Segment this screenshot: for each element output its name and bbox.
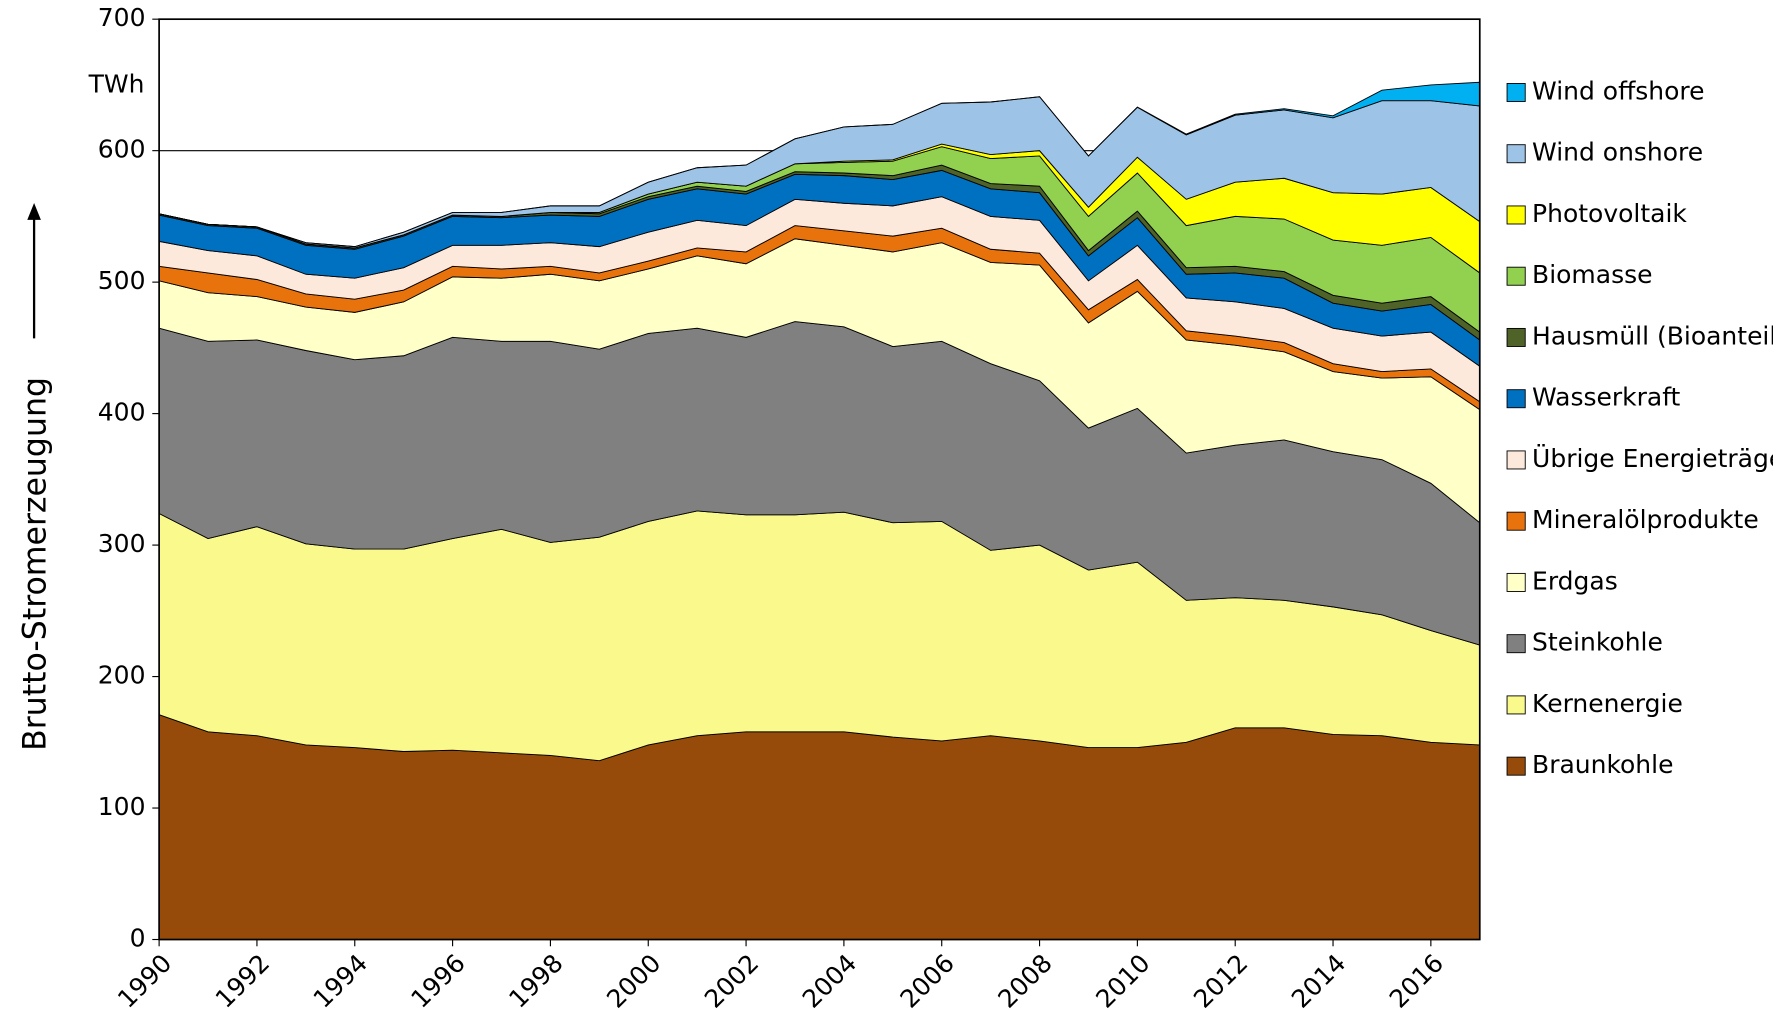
y-tick-label: 700 xyxy=(98,3,146,32)
legend-swatch xyxy=(1506,450,1526,470)
y-tick-label: 0 xyxy=(130,924,146,953)
legend-swatch xyxy=(1506,327,1526,347)
y-arrow-head xyxy=(27,203,41,220)
legend-swatch xyxy=(1506,266,1526,286)
x-tick-label: 2008 xyxy=(992,949,1058,1014)
legend-label: Hausmüll (Bioanteil) xyxy=(1532,322,1773,351)
x-tick-label: 2014 xyxy=(1286,949,1352,1014)
legend-label: Braunkohle xyxy=(1532,750,1673,779)
legend-swatch xyxy=(1506,389,1526,409)
legend-label: Biomasse xyxy=(1532,260,1652,289)
y-tick-label: 500 xyxy=(98,266,146,295)
legend-swatch xyxy=(1506,695,1526,715)
x-tick-label: 2010 xyxy=(1090,949,1156,1014)
legend-swatch xyxy=(1506,144,1526,164)
legend-swatch xyxy=(1506,511,1526,531)
legend-label: Mineralölprodukte xyxy=(1532,505,1759,534)
legend-label: Übrige Energieträger xyxy=(1532,444,1773,473)
legend-label: Erdgas xyxy=(1532,566,1618,595)
legend-swatch xyxy=(1506,756,1526,776)
legend-swatch xyxy=(1506,205,1526,225)
legend-label: Wind offshore xyxy=(1532,77,1704,106)
x-tick-label: 2012 xyxy=(1188,949,1254,1014)
legend-label: Photovoltaik xyxy=(1532,199,1687,228)
x-tick-label: 1996 xyxy=(405,949,471,1014)
x-tick-label: 1994 xyxy=(308,949,374,1014)
y-axis-label: Brutto-Stromerzeugung xyxy=(17,377,53,751)
x-tick-label: 2004 xyxy=(797,949,863,1014)
y-tick-label: 600 xyxy=(98,135,146,164)
legend-label: Steinkohle xyxy=(1532,628,1663,657)
x-tick-label: 2006 xyxy=(894,949,960,1014)
y-tick-label: 100 xyxy=(98,792,146,821)
y-tick-label: 300 xyxy=(98,529,146,558)
y-tick-label: 400 xyxy=(98,398,146,427)
x-tick-label: 2002 xyxy=(699,949,765,1014)
x-tick-label: 2000 xyxy=(601,949,667,1014)
x-tick-label: 1992 xyxy=(210,949,276,1014)
legend-swatch xyxy=(1506,634,1526,654)
x-tick-label: 1998 xyxy=(503,949,569,1014)
y-tick-label: 200 xyxy=(98,661,146,690)
unit-label: TWh xyxy=(88,70,145,99)
area xyxy=(158,714,1481,940)
legend-label: Wasserkraft xyxy=(1532,383,1681,412)
x-tick-label: 2016 xyxy=(1384,949,1450,1014)
legend-swatch xyxy=(1506,83,1526,102)
plot-frame xyxy=(158,18,1481,941)
legend-swatch xyxy=(1506,572,1526,592)
x-tick-label: 1990 xyxy=(112,949,178,1014)
areas xyxy=(158,81,1481,940)
legend-label: Wind onshore xyxy=(1532,138,1703,167)
legend-label: Kernenergie xyxy=(1532,689,1683,718)
